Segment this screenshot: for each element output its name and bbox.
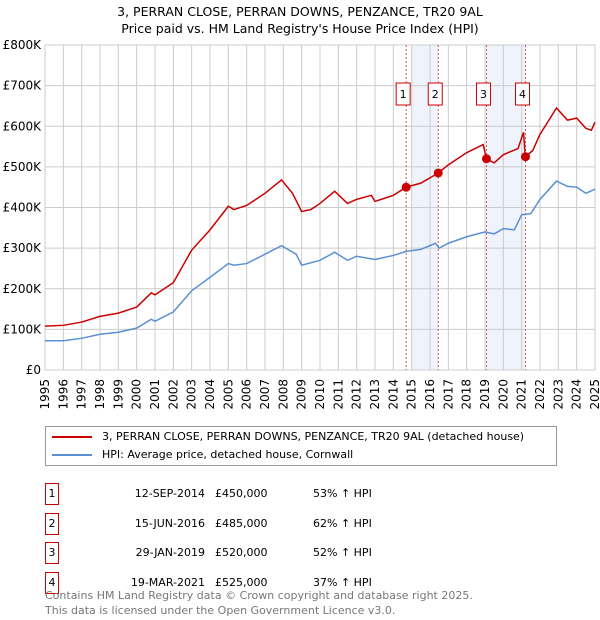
sale-label-box <box>395 82 411 106</box>
sale-label-box <box>475 82 491 106</box>
x-tick-label: 2020 <box>496 379 510 410</box>
x-tick-label: 1995 <box>38 379 52 410</box>
sale-row: 4 19-MAR-2021 £525,000 37% ↑ HPI <box>45 571 465 596</box>
sale-row: 1 12-SEP-2014 £450,000 53% ↑ HPI <box>45 483 465 507</box>
x-tick-label: 2003 <box>185 379 199 410</box>
x-tick-label: 2001 <box>148 379 162 410</box>
x-tick-label: 2023 <box>551 379 565 410</box>
sale-row: 3 29-JAN-2019 £520,000 52% ↑ HPI <box>45 542 465 566</box>
x-tick-label: 2024 <box>570 379 584 410</box>
x-tick-label: 2018 <box>460 379 474 410</box>
footer-copyright: Contains HM Land Registry data © Crown c… <box>45 589 473 602</box>
sale-point <box>521 152 531 162</box>
sale-price: £525,000 <box>215 575 268 589</box>
sale-hpi-change: 37% ↑ HPI <box>313 575 372 589</box>
x-tick-label: 2002 <box>166 379 180 410</box>
sale-label: 4 <box>519 88 526 101</box>
sale-date: 15-JUN-2016 <box>134 516 205 530</box>
sale-label-box <box>515 82 531 106</box>
chart-title: 3, PERRAN CLOSE, PERRAN DOWNS, PENZANCE,… <box>117 4 483 19</box>
x-tick-label: 2009 <box>295 379 309 410</box>
x-tick-label: 2010 <box>313 379 327 410</box>
legend-label-hpi: HPI: Average price, detached house, Corn… <box>102 448 354 461</box>
sale-date: 19-MAR-2021 <box>130 575 205 589</box>
series-line-property <box>44 106 596 327</box>
x-tick-label: 2013 <box>368 379 382 410</box>
sale-number-badge: 3 <box>45 542 59 564</box>
y-tick-label: £200K <box>3 282 43 296</box>
y-tick-label: £500K <box>3 160 43 174</box>
sale-label: 2 <box>432 88 439 101</box>
x-tick-label: 1998 <box>93 379 107 410</box>
x-tick-label: 2015 <box>405 379 419 410</box>
x-tick-label: 2005 <box>221 379 235 410</box>
sale-number-badge: 1 <box>45 483 59 505</box>
x-tick-label: 1997 <box>75 379 89 410</box>
x-tick-label: 2025 <box>588 379 600 410</box>
x-tick-label: 2014 <box>386 379 400 410</box>
x-tick-label: 2019 <box>478 379 492 410</box>
y-tick-label: £0 <box>26 363 41 377</box>
x-tick-label: 2011 <box>331 379 345 410</box>
sale-price: £485,000 <box>215 516 268 530</box>
legend-label-property: 3, PERRAN CLOSE, PERRAN DOWNS, PENZANCE,… <box>102 430 525 443</box>
x-tick-label: 2017 <box>441 379 455 410</box>
x-tick-label: 2022 <box>533 379 547 410</box>
sale-price: £520,000 <box>215 546 268 559</box>
x-tick-label: 2016 <box>423 379 437 410</box>
sale-hpi-change: 52% ↑ HPI <box>313 546 372 559</box>
legend-swatch-property <box>52 436 92 438</box>
x-tick-label: 2012 <box>350 379 364 410</box>
x-tick-label: 2006 <box>240 379 254 410</box>
x-tick-label: 1999 <box>111 379 125 410</box>
sale-date: 29-JAN-2019 <box>135 546 205 559</box>
footer-licence: This data is licensed under the Open Gov… <box>45 604 396 617</box>
sale-label: 3 <box>480 88 487 101</box>
x-tick-label: 2007 <box>258 379 272 410</box>
sale-row: 2 15-JUN-2016 £485,000 62% ↑ HPI <box>45 512 465 537</box>
sale-number-badge: 2 <box>45 512 59 535</box>
sale-hpi-change: 53% ↑ HPI <box>313 487 372 500</box>
x-tick-label: 2000 <box>130 379 144 410</box>
sale-label: 1 <box>400 88 407 101</box>
y-tick-label: £100K <box>3 322 43 336</box>
legend: 3, PERRAN CLOSE, PERRAN DOWNS, PENZANCE,… <box>45 426 557 466</box>
x-tick-label: 1996 <box>56 379 70 410</box>
y-tick-label: £700K <box>3 79 43 93</box>
y-tick-label: £800K <box>3 38 43 52</box>
x-tick-label: 2008 <box>276 379 290 410</box>
sale-price: £450,000 <box>215 487 268 500</box>
x-tick-label: 2021 <box>515 379 529 410</box>
sale-hpi-change: 62% ↑ HPI <box>313 516 372 530</box>
y-tick-label: £400K <box>3 201 43 215</box>
chart-subtitle: Price paid vs. HM Land Registry's House … <box>121 21 479 36</box>
legend-swatch-hpi <box>52 454 92 456</box>
plot-area: £0 £100K £200K £300K £400K £500K £600K £700K £80… <box>3 38 600 410</box>
plot-border <box>44 44 596 371</box>
series-line-hpi <box>45 180 596 342</box>
sale-date: 12-SEP-2014 <box>134 487 205 500</box>
x-tick-label: 2004 <box>203 379 217 410</box>
sale-point <box>401 182 411 192</box>
sale-label-box <box>427 82 443 106</box>
sale-point <box>433 168 443 178</box>
y-tick-label: £600K <box>3 119 43 133</box>
sale-number-badge: 4 <box>45 571 59 594</box>
sale-point <box>481 154 491 164</box>
y-tick-label: £300K <box>3 241 43 255</box>
